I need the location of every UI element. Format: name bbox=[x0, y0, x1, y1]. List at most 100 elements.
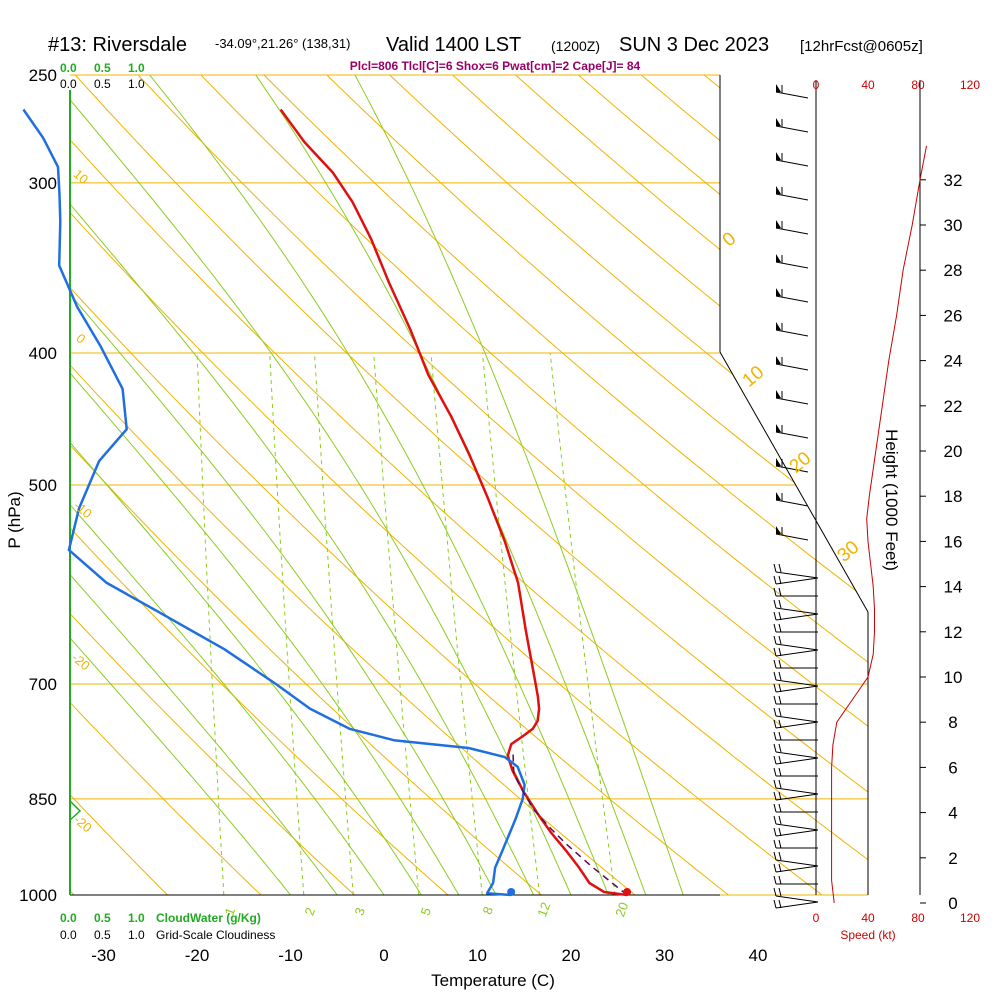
wind-barb bbox=[773, 671, 819, 687]
speed-bottom-120: 120 bbox=[960, 911, 980, 925]
cloudwater-bottom-0: 0.0 bbox=[60, 911, 77, 925]
moist-adiabat bbox=[70, 75, 572, 895]
moist-adiabat bbox=[255, 75, 647, 895]
dry-adiabat bbox=[389, 75, 868, 895]
wind-barb bbox=[773, 815, 819, 831]
wind-barb bbox=[773, 575, 819, 585]
moist-adiabat bbox=[70, 75, 535, 895]
wind-barb bbox=[775, 152, 809, 167]
mixing-ratio-line bbox=[549, 352, 616, 895]
forecast-date: SUN 3 Dec 2023 bbox=[619, 34, 769, 56]
wind-barb bbox=[773, 767, 818, 777]
cloudwater-top-2: 1.0 bbox=[128, 61, 145, 75]
temperature-label: -10 bbox=[278, 946, 303, 965]
mixing-ratio-line bbox=[314, 352, 354, 895]
dewpoint-profile bbox=[22, 108, 526, 897]
pressure-tick-labels: 250 300 400 500 700 850 1000 bbox=[19, 66, 57, 905]
pressure-label-1000: 1000 bbox=[19, 886, 57, 905]
wind-barb bbox=[773, 887, 819, 903]
surface-temperature-dot bbox=[623, 888, 632, 896]
wind-barb bbox=[773, 863, 819, 873]
wind-barb bbox=[773, 611, 819, 621]
wind-speed-line bbox=[831, 145, 927, 904]
temperature-label: 30 bbox=[655, 946, 674, 965]
wind-barb bbox=[775, 458, 809, 473]
isobar-lines bbox=[70, 74, 868, 896]
cloudwater-top-1: 0.5 bbox=[94, 61, 111, 75]
mixing-ratio-label: 1 bbox=[221, 905, 238, 917]
wind-barb bbox=[773, 743, 819, 759]
dry-adiabat bbox=[137, 75, 868, 895]
wind-barb bbox=[775, 322, 809, 337]
dry-adiabat bbox=[263, 75, 868, 895]
pressure-label-300: 300 bbox=[29, 174, 57, 193]
pressure-label-700: 700 bbox=[29, 675, 57, 694]
wind-barb bbox=[773, 791, 819, 801]
dry-adiabat bbox=[70, 75, 729, 895]
mixing-ratio-lines bbox=[196, 352, 616, 895]
speed-ticks-top: 0 40 80 120 bbox=[813, 78, 981, 92]
cloudwater-scale-bottom: 0.0 0.5 1.0 CloudWater (g/Kg) bbox=[60, 911, 261, 925]
height-label: 26 bbox=[944, 306, 963, 325]
moist-adiabat bbox=[354, 75, 684, 895]
mixing-ratio-label: 12 bbox=[534, 900, 553, 919]
wind-barb bbox=[773, 635, 819, 651]
temperature-label: 0 bbox=[379, 946, 388, 965]
height-label: 2 bbox=[948, 849, 957, 868]
height-label: 10 bbox=[944, 668, 963, 687]
cloudwater-label: CloudWater (g/Kg) bbox=[156, 911, 261, 925]
moist-adiabat bbox=[70, 75, 460, 895]
speed-top-0: 0 bbox=[813, 78, 820, 92]
surface-dewpoint-dot bbox=[507, 888, 516, 896]
cloudwater-top-0: 0.0 bbox=[60, 61, 77, 75]
height-axis-label: Height (1000 Feet) bbox=[882, 429, 901, 571]
speed-bottom-40: 40 bbox=[861, 911, 875, 925]
dry-adiabat bbox=[70, 75, 542, 895]
dry-adiabat-label: 0 bbox=[73, 330, 88, 346]
wind-barb bbox=[775, 220, 809, 235]
sounding-profiles bbox=[22, 108, 632, 897]
moist-adiabat bbox=[70, 75, 291, 895]
height-label: 4 bbox=[948, 804, 957, 823]
station-coords: -34.09°,21.26° (138,31) bbox=[215, 36, 350, 51]
temperature-tick-labels: -30 -20 -10 0 10 20 30 40 bbox=[91, 946, 767, 965]
cloudwater-profile bbox=[69, 800, 82, 821]
temperature-label: 40 bbox=[749, 946, 768, 965]
wind-barb bbox=[773, 707, 819, 723]
pressure-label-850: 850 bbox=[29, 790, 57, 809]
cloudiness-scale-top: 0.0 0.5 1.0 bbox=[60, 77, 145, 91]
wind-barb bbox=[775, 492, 809, 507]
height-label: 30 bbox=[944, 216, 963, 235]
dry-adiabat bbox=[70, 75, 262, 895]
moist-adiabat-label: 20 bbox=[786, 448, 816, 478]
moist-adiabat-label: 10 bbox=[739, 362, 769, 392]
dry-adiabat bbox=[70, 75, 355, 895]
cloudiness-top-1: 0.5 bbox=[94, 77, 111, 91]
moist-adiabat-label: 30 bbox=[834, 537, 864, 567]
wind-barb bbox=[773, 683, 819, 693]
wind-barb bbox=[773, 899, 819, 909]
moist-adiabat bbox=[70, 75, 422, 895]
mixing-ratio-label: 3 bbox=[351, 905, 368, 917]
plot-frame bbox=[70, 75, 869, 896]
cloudiness-bottom-1: 0.5 bbox=[94, 928, 111, 942]
height-label: 24 bbox=[944, 352, 963, 371]
height-label: 8 bbox=[948, 713, 957, 732]
wind-barb bbox=[775, 356, 809, 371]
wind-barb bbox=[773, 755, 819, 765]
wind-barb bbox=[775, 254, 809, 269]
mixing-ratio-line bbox=[196, 352, 225, 895]
cloudiness-top-2: 1.0 bbox=[128, 77, 145, 91]
wind-barb bbox=[775, 390, 809, 405]
valid-time: Valid 1400 LST bbox=[386, 34, 521, 56]
dry-adiabat-label: -10 bbox=[71, 498, 95, 522]
wind-barb bbox=[773, 599, 819, 615]
speed-bottom-80: 80 bbox=[911, 911, 925, 925]
moist-adiabat bbox=[70, 75, 497, 895]
mixing-ratio-label: 2 bbox=[301, 905, 318, 917]
dry-adiabat bbox=[70, 75, 168, 895]
cloudiness-top-0: 0.0 bbox=[60, 77, 77, 91]
dry-adiabat bbox=[70, 75, 868, 895]
height-label: 6 bbox=[948, 758, 957, 777]
cloudiness-label: Grid-Scale Cloudiness bbox=[156, 928, 275, 942]
